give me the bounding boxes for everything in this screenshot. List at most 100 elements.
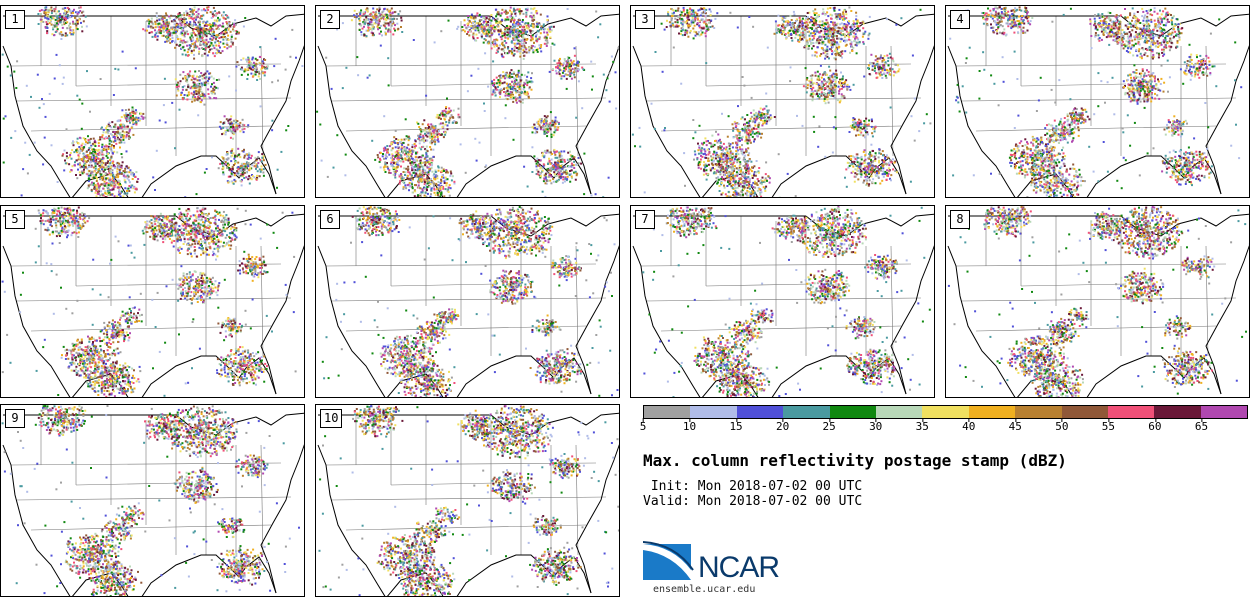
- reflectivity-cell: [423, 157, 426, 160]
- reflectivity-cell: [507, 46, 510, 49]
- reflectivity-cell: [390, 156, 393, 159]
- reflectivity-cell: [319, 123, 322, 126]
- reflectivity-cell: [446, 171, 449, 174]
- reflectivity-cell: [91, 148, 94, 151]
- reflectivity-cell: [55, 12, 58, 15]
- reflectivity-cell: [538, 118, 541, 121]
- reflectivity-cell: [431, 138, 434, 140]
- reflectivity-cell: [111, 180, 114, 183]
- reflectivity-cell: [389, 20, 392, 23]
- reflectivity-cell: [199, 75, 202, 78]
- reflectivity-cell: [436, 113, 439, 116]
- reflectivity-cell: [200, 94, 203, 96]
- reflectivity-cell: [545, 120, 548, 123]
- reflectivity-cell: [132, 111, 135, 114]
- reflectivity-cell: [75, 27, 78, 30]
- reflectivity-cell: [125, 118, 128, 121]
- reflectivity-cell: [248, 153, 251, 156]
- reflectivity-cell: [490, 42, 492, 45]
- reflectivity-cell: [519, 25, 522, 28]
- reflectivity-cell: [366, 18, 369, 21]
- reflectivity-cell: [210, 85, 212, 88]
- reflectivity-cell: [537, 48, 539, 51]
- reflectivity-cell: [100, 164, 102, 167]
- reflectivity-cell: [384, 22, 387, 25]
- reflectivity-cell: [61, 26, 64, 29]
- reflectivity-cell: [397, 164, 400, 167]
- reflectivity-cell: [237, 172, 240, 175]
- reflectivity-cell: [445, 182, 448, 185]
- reflectivity-cell: [509, 35, 512, 38]
- reflectivity-cell: [372, 32, 375, 35]
- reflectivity-cell: [188, 24, 191, 27]
- reflectivity-cell: [536, 12, 539, 15]
- reflectivity-cell: [388, 14, 391, 17]
- reflectivity-cell: [78, 136, 81, 139]
- reflectivity-cell: [386, 16, 389, 19]
- reflectivity-cell: [519, 79, 522, 82]
- reflectivity-cell: [383, 14, 386, 17]
- reflectivity-cell: [391, 147, 394, 150]
- ensemble-member-panel: 1: [0, 5, 305, 198]
- reflectivity-cell: [236, 61, 239, 64]
- reflectivity-cell: [155, 32, 158, 35]
- reflectivity-cell: [424, 169, 427, 172]
- reflectivity-cell: [88, 156, 91, 158]
- reflectivity-cell: [199, 42, 202, 45]
- reflectivity-cell: [123, 114, 126, 117]
- reflectivity-cell: [198, 91, 200, 94]
- reflectivity-cell: [396, 163, 399, 166]
- reflectivity-cell: [714, 154, 717, 157]
- reflectivity-cell: [109, 178, 112, 181]
- reflectivity-cell: [440, 133, 443, 136]
- reflectivity-cell: [480, 28, 483, 31]
- state-border: [15, 97, 292, 102]
- reflectivity-cell: [182, 71, 185, 74]
- reflectivity-cell: [78, 162, 81, 165]
- reflectivity-cell: [241, 150, 244, 152]
- reflectivity-cell: [102, 194, 105, 197]
- reflectivity-cell: [91, 152, 94, 154]
- reflectivity-cell: [175, 94, 178, 97]
- reflectivity-cell: [575, 116, 578, 119]
- reflectivity-cell: [539, 175, 542, 178]
- reflectivity-cell: [196, 9, 199, 12]
- reflectivity-cell: [212, 91, 215, 94]
- reflectivity-cell: [484, 52, 487, 55]
- reflectivity-cell: [439, 189, 442, 192]
- reflectivity-cell: [508, 94, 511, 97]
- reflectivity-cell: [426, 135, 429, 138]
- reflectivity-cell: [213, 22, 216, 25]
- reflectivity-cell: [120, 141, 123, 144]
- reflectivity-cell: [78, 171, 81, 174]
- reflectivity-cell: [106, 137, 109, 140]
- reflectivity-cell: [246, 153, 249, 156]
- reflectivity-cell: [94, 165, 97, 168]
- reflectivity-cell: [405, 187, 408, 190]
- reflectivity-cell: [163, 26, 166, 29]
- reflectivity-cell: [553, 59, 556, 62]
- reflectivity-cell: [242, 175, 245, 177]
- reflectivity-cell: [370, 31, 373, 34]
- reflectivity-cell: [75, 174, 77, 176]
- reflectivity-cell: [506, 11, 509, 14]
- reflectivity-cell: [130, 173, 133, 176]
- reflectivity-cell: [229, 45, 232, 48]
- reflectivity-cell: [42, 163, 45, 166]
- coastline: [805, 13, 934, 37]
- reflectivity-cell: [108, 191, 111, 194]
- reflectivity-cell: [359, 14, 362, 17]
- reflectivity-cell: [254, 57, 257, 60]
- reflectivity-cell: [527, 95, 530, 98]
- reflectivity-cell: [398, 182, 401, 185]
- reflectivity-cell: [69, 10, 72, 13]
- reflectivity-cell: [399, 160, 402, 163]
- reflectivity-cell: [154, 23, 157, 26]
- reflectivity-cell: [209, 40, 212, 43]
- reflectivity-cell: [194, 97, 197, 100]
- reflectivity-cell: [215, 27, 218, 30]
- reflectivity-cell: [109, 167, 112, 170]
- reflectivity-cell: [515, 91, 517, 94]
- state-border: [330, 97, 607, 102]
- reflectivity-cell: [225, 127, 228, 130]
